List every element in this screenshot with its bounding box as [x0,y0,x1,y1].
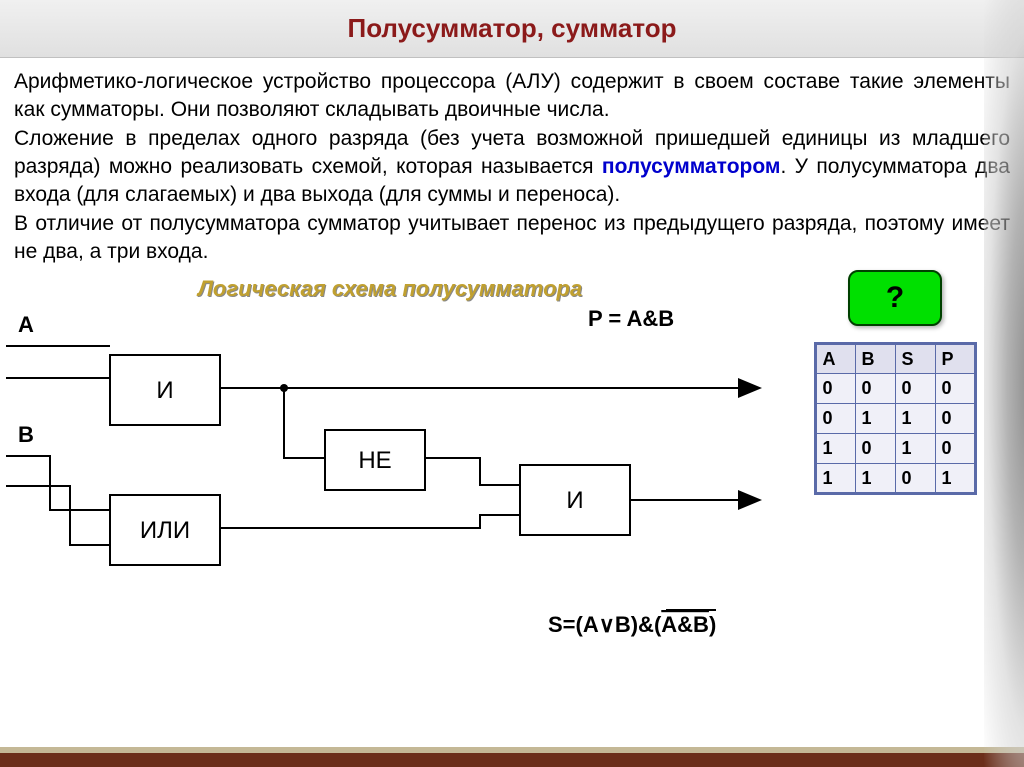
svg-text:ИЛИ: ИЛИ [140,517,190,544]
table-cell: 1 [815,434,855,464]
body-text: Арифметико-логическое устройство процесс… [0,58,1024,270]
truth-table: ABSP 0000011010101101 [814,342,977,495]
table-row: 1010 [815,434,975,464]
logic-diagram: Логическая схема полусумматора И ИЛИ НЕ И A B… [0,270,780,640]
table-cell: 1 [815,464,855,494]
schema-title: Логическая схема полусумматора [0,276,780,302]
table-cell: 0 [935,434,975,464]
table-cell: 1 [895,404,935,434]
svg-text:B: B [18,422,34,447]
table-cell: 0 [895,374,935,404]
svg-text:И: И [156,377,173,404]
para1: Арифметико-логическое устройство процесс… [14,70,1010,121]
table-header: A [815,344,855,374]
content-row: Логическая схема полусумматора ИИЛИНЕИAB… [0,270,1024,640]
table-row: 0000 [815,374,975,404]
table-header: S [895,344,935,374]
table-cell: 1 [855,404,895,434]
table-header: B [855,344,895,374]
svg-text:И: И [566,487,583,514]
table-cell: 0 [855,374,895,404]
table-cell: 1 [935,464,975,494]
page-title: Полусумматор, сумматор [348,13,677,44]
table-cell: 0 [815,374,855,404]
table-row: 0110 [815,404,975,434]
keyword: полусумматором [602,155,781,178]
table-cell: 0 [895,464,935,494]
table-cell: 1 [895,434,935,464]
table-header: P [935,344,975,374]
table-cell: 0 [815,404,855,434]
help-label: ? [886,281,904,315]
svg-text:НЕ: НЕ [358,447,391,474]
para3: В отличие от полусумматора сумматор учит… [14,212,1010,263]
diagram-svg: И ИЛИ НЕ И A B P = A&B S=(A∨B)&(A&B) [0,300,780,640]
table-row: 1101 [815,464,975,494]
table-cell: 0 [855,434,895,464]
header: Полусумматор, сумматор [0,0,1024,58]
table-cell: 1 [855,464,895,494]
svg-text:A: A [18,312,34,337]
table-cell: 0 [935,374,975,404]
footer-bar [0,747,1024,767]
help-button[interactable]: ? [848,270,942,326]
svg-text:P = A&B: P = A&B [588,306,674,331]
table-cell: 0 [935,404,975,434]
svg-text:S=(A∨B)&(A&B): S=(A∨B)&(A&B) [548,612,716,637]
right-panel: ? ABSP 0000011010101101 [780,270,1010,495]
